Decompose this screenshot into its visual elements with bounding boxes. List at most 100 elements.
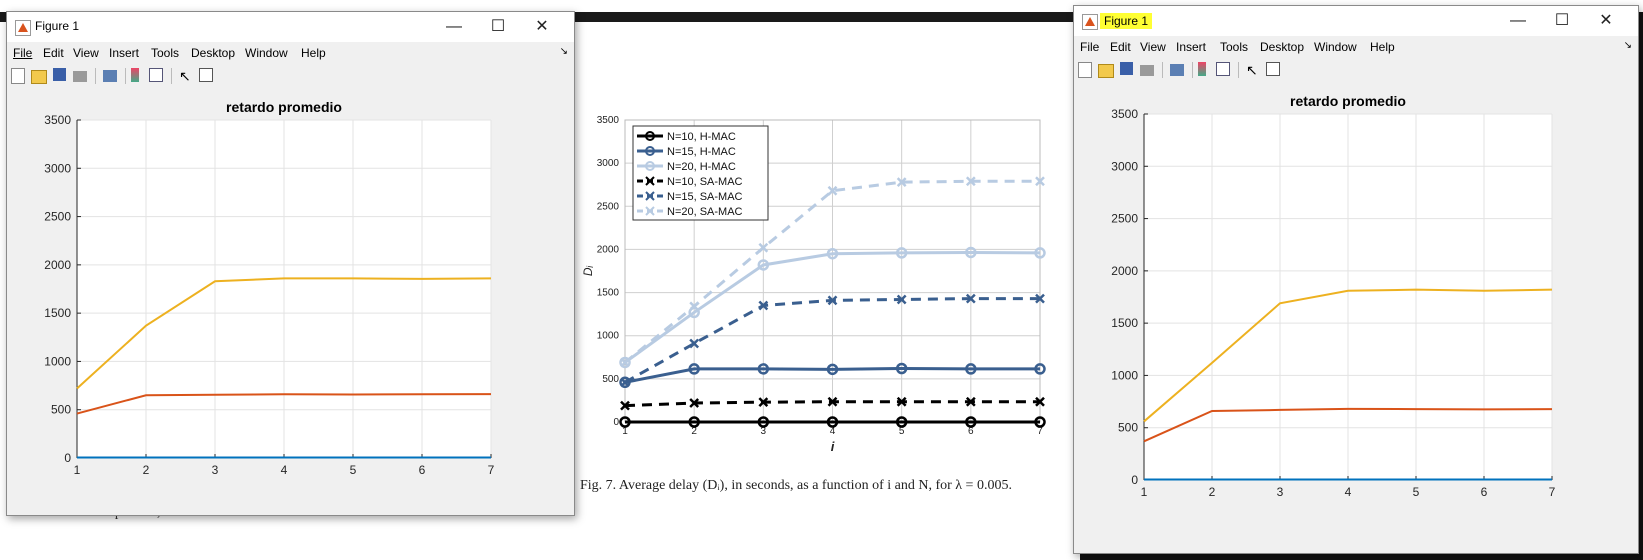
series-line-2 bbox=[624, 367, 1040, 384]
menu-edit[interactable]: Edit bbox=[43, 46, 64, 60]
series-marker-circle bbox=[1034, 247, 1046, 259]
dock-arrow-icon[interactable]: ↘ bbox=[1623, 40, 1632, 51]
legend-marker bbox=[645, 206, 655, 216]
series-line-3 bbox=[624, 250, 1041, 364]
property-inspector-icon[interactable] bbox=[199, 68, 213, 82]
series-marker-circle bbox=[619, 356, 631, 369]
desktop-background-bar bbox=[0, 12, 1643, 22]
figure-axes-right[interactable]: 1 2 3 4 5 6 7 0 500 1000 1500 2000 2500 3000 3500 retar… bbox=[1074, 84, 1636, 551]
close-button[interactable]: ✕ bbox=[535, 18, 549, 35]
series-marker-x bbox=[965, 176, 976, 187]
new-figure-icon[interactable] bbox=[11, 68, 25, 84]
chart-title: retardo promedio bbox=[226, 99, 342, 115]
y-tick-label: 0 bbox=[1131, 473, 1138, 487]
chart-title: retardo promedio bbox=[1290, 93, 1406, 109]
x-tick-label: 4 bbox=[830, 426, 836, 437]
legend-icon[interactable] bbox=[1216, 62, 1230, 76]
menu-tools[interactable]: Tools bbox=[151, 46, 180, 60]
menu-window[interactable]: Window bbox=[1314, 40, 1357, 54]
menu-view[interactable]: View bbox=[1140, 40, 1166, 54]
menu-bar: File Edit View Insert Tools Desktop Wind… bbox=[1074, 36, 1638, 58]
series-line-2 bbox=[76, 393, 492, 415]
legend-icon[interactable] bbox=[149, 68, 163, 82]
x-tick-label: 5 bbox=[899, 426, 905, 437]
link-plot-icon[interactable] bbox=[103, 70, 117, 82]
maximize-button[interactable]: ☐ bbox=[1554, 12, 1570, 29]
pointer-arrow-icon[interactable]: ↖ bbox=[1246, 62, 1258, 78]
document-caption: Fig. 7. Average delay (Dᵢ), in seconds, … bbox=[580, 478, 1012, 493]
dock-arrow-icon[interactable]: ↘ bbox=[559, 46, 568, 57]
minimize-button[interactable]: — bbox=[1510, 12, 1526, 29]
y-tick-label: 2000 bbox=[597, 244, 620, 255]
property-inspector-icon[interactable] bbox=[1266, 62, 1280, 76]
x-tick-label: 1 bbox=[74, 463, 81, 477]
series-marker-x bbox=[965, 293, 976, 304]
series-marker-x bbox=[896, 177, 907, 188]
series-line-2 bbox=[1143, 407, 1553, 443]
legend-marker bbox=[645, 131, 655, 141]
link-plot-icon[interactable] bbox=[1170, 64, 1184, 76]
open-folder-icon[interactable] bbox=[1098, 64, 1114, 78]
menu-file[interactable]: File bbox=[1080, 40, 1100, 54]
save-icon[interactable] bbox=[53, 68, 66, 81]
x-tick-label: 2 bbox=[691, 426, 697, 437]
colorbar-icon[interactable] bbox=[131, 68, 139, 82]
legend-label: N=10, H-MAC bbox=[667, 131, 736, 143]
pointer-arrow-icon[interactable]: ↖ bbox=[179, 68, 191, 84]
menu-insert[interactable]: Insert bbox=[109, 46, 140, 60]
colorbar-icon[interactable] bbox=[1198, 62, 1206, 76]
y-axis-label: Dᵢ bbox=[581, 265, 595, 276]
series-marker-circle bbox=[826, 247, 839, 260]
series-marker-x bbox=[758, 242, 769, 253]
series-marker-circle bbox=[826, 416, 839, 428]
figure-canvas: 1 2 3 4 5 6 7 0 500 1000 1500 2000 2500 3000 3500 retar… bbox=[7, 90, 574, 515]
menu-help[interactable]: Help bbox=[301, 46, 326, 60]
series-marker-circle bbox=[965, 363, 977, 375]
title-bar[interactable]: Figure 1 — ☐ ✕ bbox=[7, 12, 574, 42]
window-title-highlighted: Figure 1 bbox=[1100, 13, 1153, 29]
series-marker-x bbox=[896, 294, 907, 305]
print-icon[interactable] bbox=[1140, 65, 1154, 76]
legend-marker bbox=[645, 176, 655, 186]
series-marker-x bbox=[758, 397, 769, 408]
close-button[interactable]: ✕ bbox=[1599, 12, 1613, 29]
series-marker-circle bbox=[895, 416, 908, 428]
maximize-button[interactable]: ☐ bbox=[490, 18, 506, 35]
x-tick-label: 5 bbox=[1413, 485, 1420, 499]
x-tick-label: 3 bbox=[761, 426, 767, 437]
menu-tools[interactable]: Tools bbox=[1220, 40, 1249, 54]
x-tick-label: 2 bbox=[1209, 485, 1216, 499]
series-marker-circle bbox=[757, 363, 770, 375]
series-marker-x bbox=[758, 300, 769, 311]
y-tick-label: 500 bbox=[1118, 421, 1138, 435]
print-icon[interactable] bbox=[73, 71, 87, 82]
menu-insert[interactable]: Insert bbox=[1176, 40, 1207, 54]
window-title: Figure 1 bbox=[35, 19, 80, 33]
legend-label: N=20, H-MAC bbox=[667, 161, 736, 173]
y-tick-label: 2000 bbox=[44, 258, 71, 272]
series-marker-x bbox=[896, 396, 907, 407]
menu-edit[interactable]: Edit bbox=[1110, 40, 1131, 54]
y-tick-label: 500 bbox=[602, 374, 619, 385]
y-tick-label: 1500 bbox=[1111, 316, 1138, 330]
new-figure-icon[interactable] bbox=[1078, 62, 1092, 78]
menu-bar: File Edit View Insert Tools Desktop Wind… bbox=[7, 42, 574, 64]
menu-view[interactable]: View bbox=[73, 46, 99, 60]
menu-desktop[interactable]: Desktop bbox=[191, 46, 236, 60]
toolbar: ↖ bbox=[1074, 58, 1638, 82]
figure-axes-left[interactable]: 1 2 3 4 5 6 7 0 500 1000 1500 2000 2500 3000 3500 retar… bbox=[7, 90, 572, 513]
menu-help[interactable]: Help bbox=[1370, 40, 1395, 54]
menu-window[interactable]: Window bbox=[245, 46, 288, 60]
toolbar-separator bbox=[1192, 62, 1193, 78]
menu-desktop[interactable]: Desktop bbox=[1260, 40, 1305, 54]
x-tick-label: 6 bbox=[419, 463, 426, 477]
toolbar-separator bbox=[95, 68, 96, 84]
menu-file[interactable]: File bbox=[13, 46, 33, 60]
save-icon[interactable] bbox=[1120, 62, 1133, 75]
x-tick-label: 4 bbox=[1345, 485, 1352, 499]
series-marker-circle bbox=[619, 376, 631, 389]
toolbar-separator bbox=[125, 68, 126, 84]
title-bar[interactable]: Figure 1 — ☐ ✕ bbox=[1074, 6, 1638, 36]
minimize-button[interactable]: — bbox=[446, 18, 462, 35]
open-folder-icon[interactable] bbox=[31, 70, 47, 84]
